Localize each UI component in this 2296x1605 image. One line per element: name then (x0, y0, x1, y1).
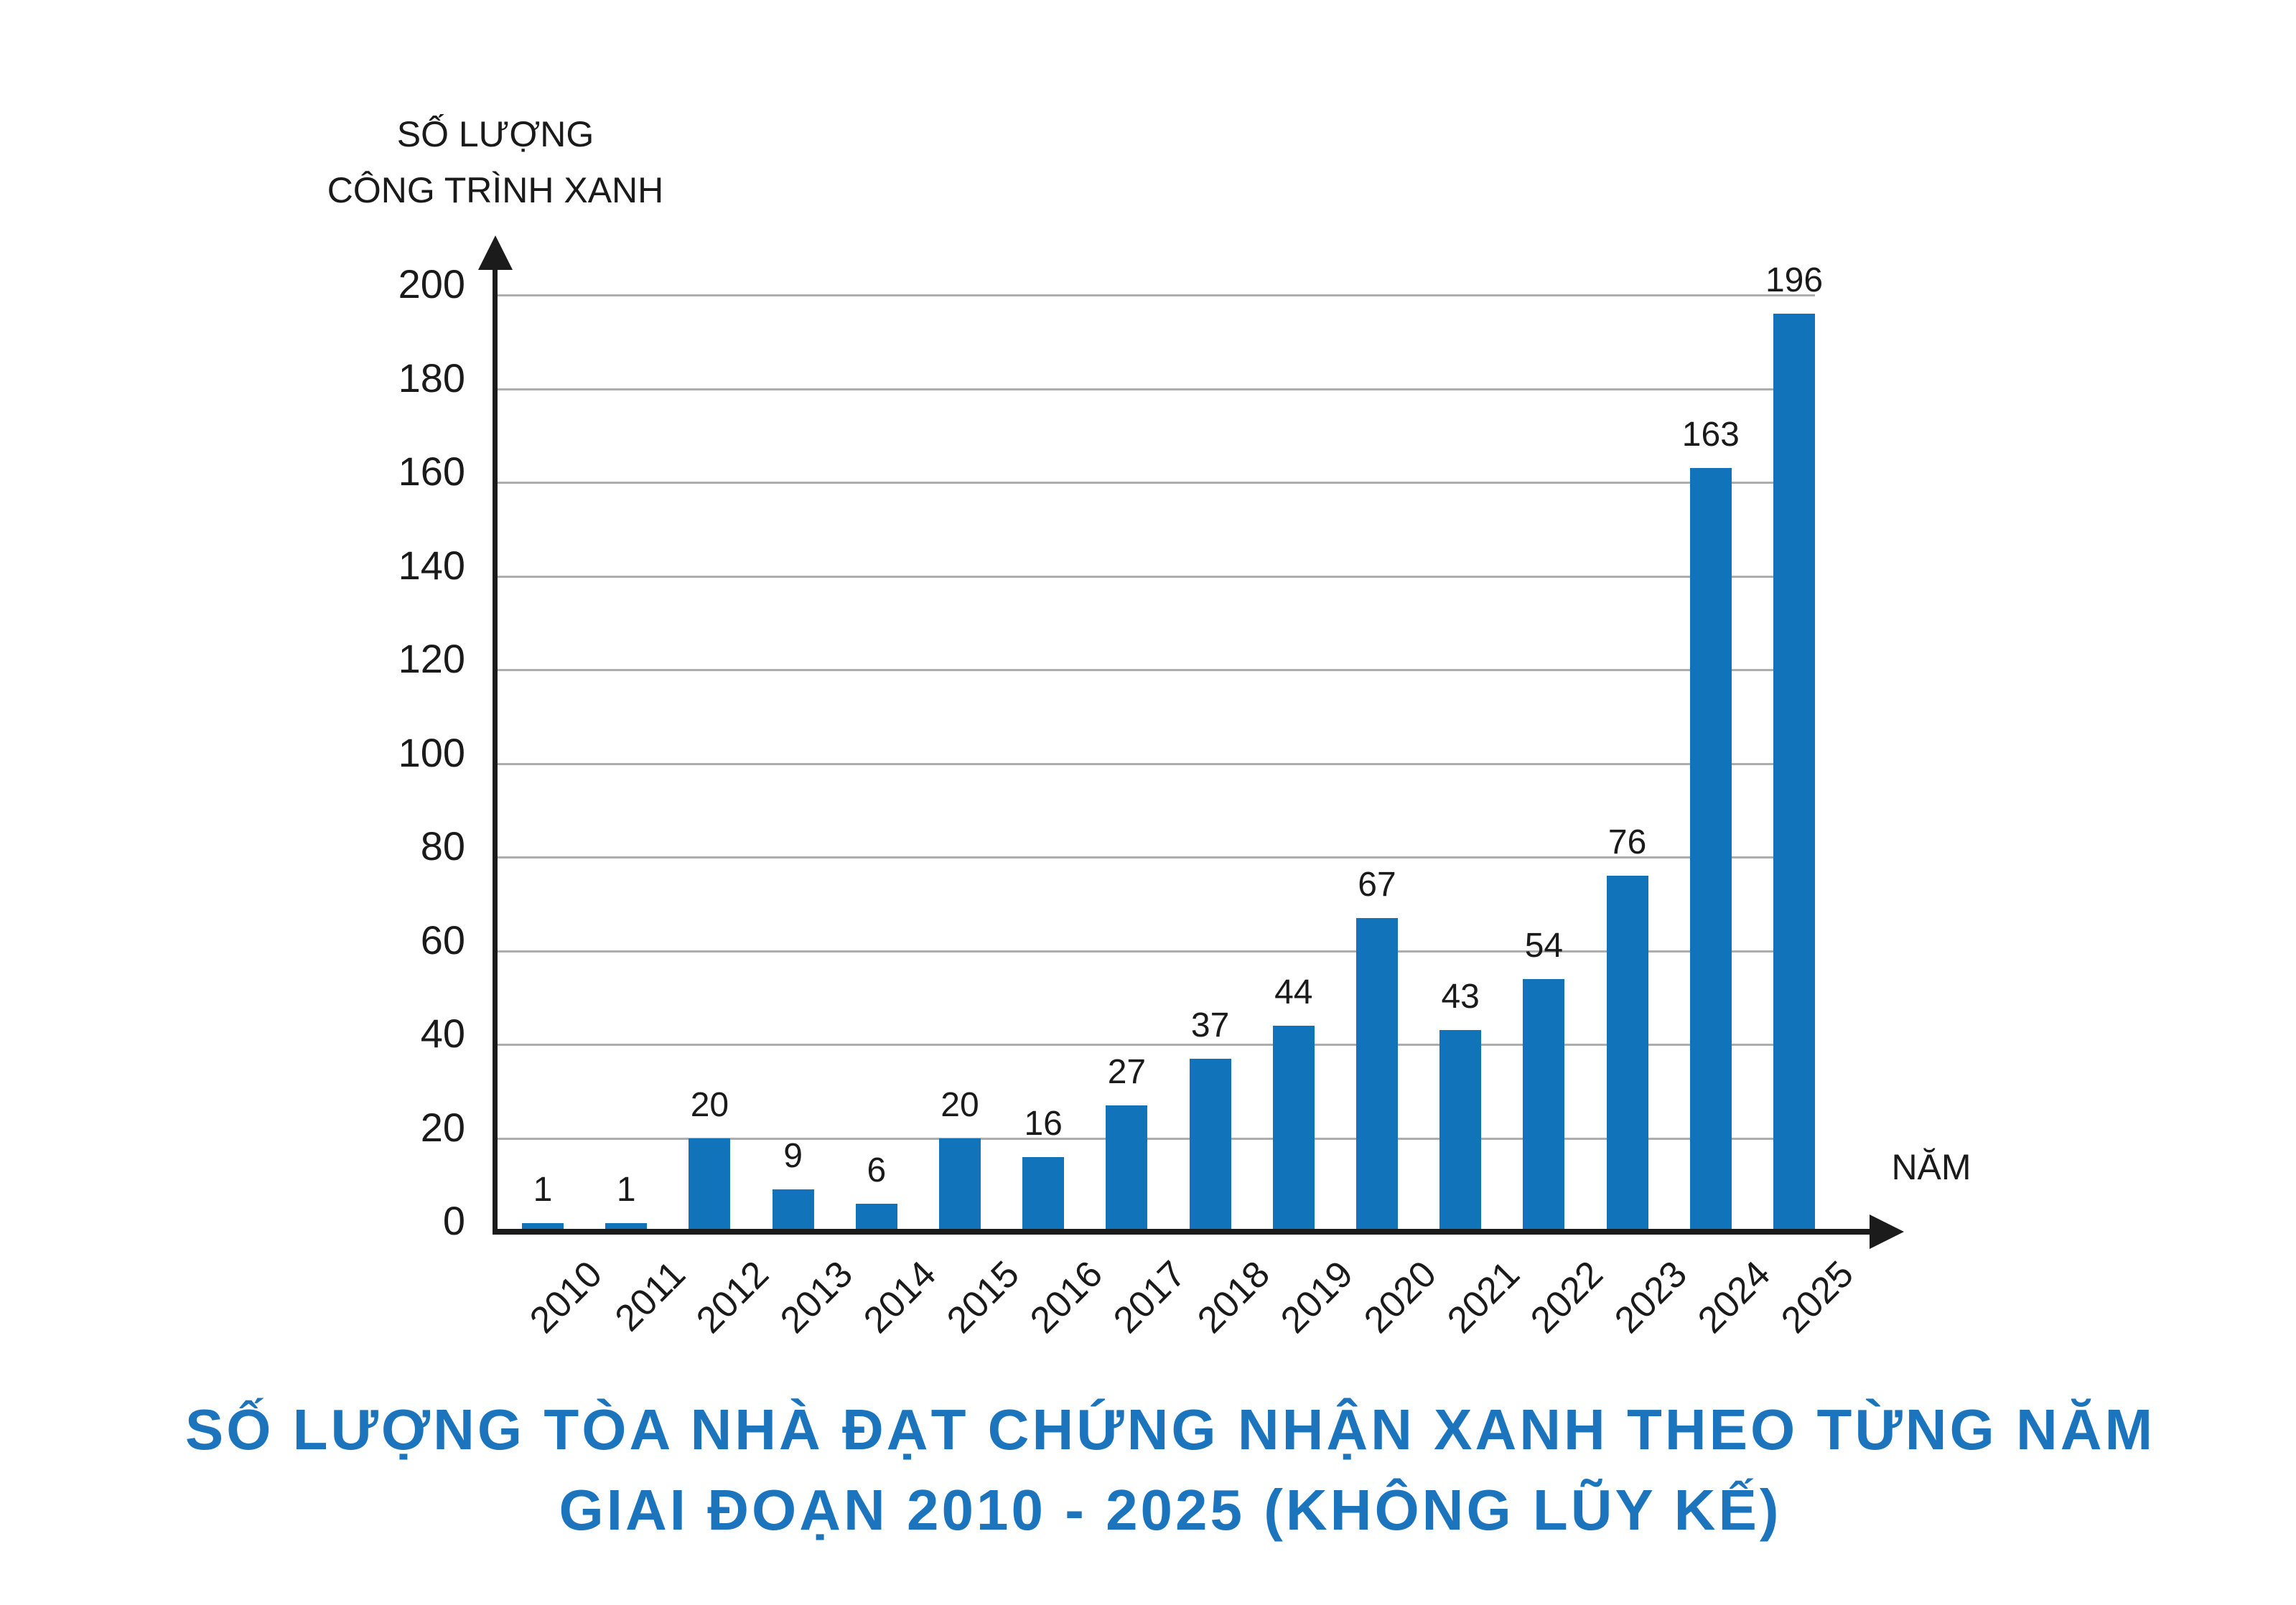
bar-value-label: 20 (941, 1085, 979, 1124)
chart-title-line1: SỐ LƯỢNG TÒA NHÀ ĐẠT CHỨNG NHẬN XANH THE… (185, 1398, 2156, 1461)
y-tick-label: 0 (442, 1198, 465, 1243)
bar-value-label: 9 (783, 1137, 803, 1176)
y-axis-title-line1: SỐ LƯỢNG (396, 114, 594, 154)
y-axis-arrow-icon (478, 235, 513, 270)
bar-value-label: 37 (1190, 1006, 1230, 1044)
bar (939, 1138, 981, 1232)
chart-title-line2: GIAI ĐOẠN 2010 - 2025 (KHÔNG LŨY KẾ) (559, 1478, 1782, 1542)
y-tick-label: 180 (398, 355, 465, 401)
gridline (495, 669, 1815, 671)
bar-value-label: 1 (533, 1171, 553, 1209)
bar (855, 1203, 897, 1232)
bar (1189, 1058, 1231, 1232)
x-axis-line (493, 1229, 1871, 1235)
bar (1356, 917, 1398, 1232)
bar (1606, 876, 1648, 1232)
bar (1689, 468, 1732, 1232)
bar-value-label: 6 (867, 1151, 887, 1189)
bar (1272, 1025, 1315, 1232)
y-tick-label: 200 (398, 261, 465, 307)
x-axis-arrow-icon (1870, 1215, 1904, 1249)
y-tick-label: 40 (420, 1011, 465, 1056)
y-tick-label: 140 (398, 542, 465, 588)
gridline (495, 950, 1815, 953)
x-axis-title: NĂM (1891, 1147, 1971, 1187)
bar-value-label: 16 (1024, 1104, 1063, 1143)
y-axis-title-line2: CÔNG TRÌNH XANH (327, 170, 664, 210)
y-tick-label: 160 (398, 449, 465, 494)
gridline (495, 388, 1815, 390)
gridline (495, 575, 1815, 578)
bar (1106, 1105, 1148, 1232)
gridline (495, 294, 1815, 296)
bar (1022, 1156, 1065, 1232)
bar-value-label: 163 (1681, 416, 1740, 454)
bar (1523, 978, 1565, 1232)
bar-value-label: 67 (1358, 865, 1396, 904)
bar-value-label: 27 (1107, 1052, 1147, 1091)
gridline (495, 856, 1815, 858)
bar (1773, 314, 1815, 1232)
y-axis-title: SỐ LƯỢNG CÔNG TRÌNH XANH (280, 106, 711, 218)
y-tick-label: 20 (420, 1104, 465, 1150)
gridline (495, 1137, 1815, 1140)
bar (772, 1189, 814, 1232)
y-tick-label: 100 (398, 729, 465, 775)
gridline (495, 482, 1815, 484)
bar (1439, 1030, 1482, 1232)
y-tick-label: 80 (420, 823, 465, 869)
y-tick-label: 120 (398, 636, 465, 681)
bar-value-label: 1 (616, 1171, 636, 1209)
gridline (495, 1044, 1815, 1046)
bar-value-label: 43 (1441, 978, 1480, 1016)
bar-value-label: 44 (1274, 973, 1313, 1011)
y-axis-line (493, 264, 498, 1235)
gridline (495, 762, 1815, 765)
bar-value-label: 196 (1765, 261, 1824, 300)
bar-value-label: 20 (690, 1085, 729, 1124)
bar-value-label: 54 (1524, 926, 1564, 965)
y-tick-label: 60 (420, 917, 465, 963)
bar-value-label: 76 (1607, 823, 1647, 862)
bar (689, 1138, 731, 1232)
